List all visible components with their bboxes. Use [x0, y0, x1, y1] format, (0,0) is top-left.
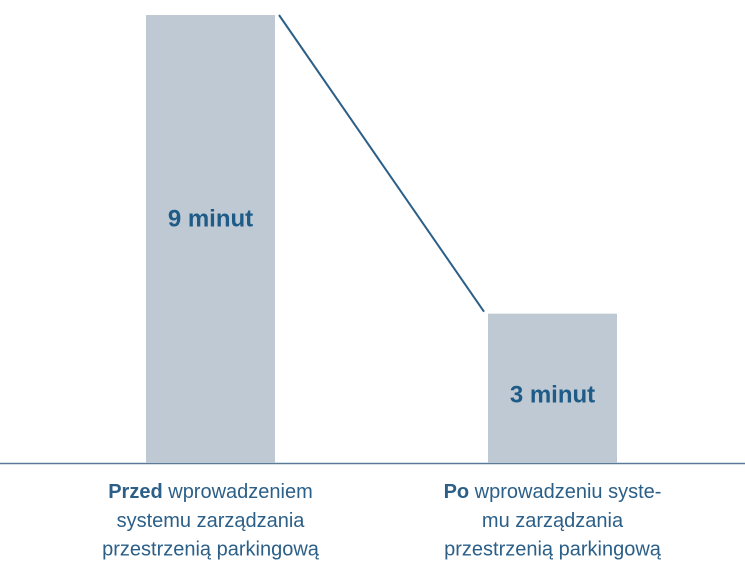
x-tick-label: mu zarządzania	[482, 510, 624, 532]
x-tick-label: systemu zarządzania	[117, 510, 306, 532]
bold-word: Po	[444, 481, 470, 503]
bar	[146, 15, 275, 463]
value-label: 3 minut	[510, 381, 595, 408]
bar	[488, 313, 617, 463]
x-tick-label: Przed wprowadzeniem	[108, 481, 313, 503]
connector	[278, 14, 485, 313]
x-tick-label: przestrzenią parkingową	[102, 538, 320, 560]
bold-word: Przed	[108, 481, 162, 503]
value-label: 9 minut	[168, 205, 253, 232]
rest-text: wprowadzeniu syste-	[469, 481, 661, 503]
rest-text: wprowadzeniem	[163, 481, 313, 503]
x-tick-label: przestrzenią parkingową	[444, 538, 662, 560]
x-tick-label: Po wprowadzeniu syste-	[444, 481, 662, 503]
